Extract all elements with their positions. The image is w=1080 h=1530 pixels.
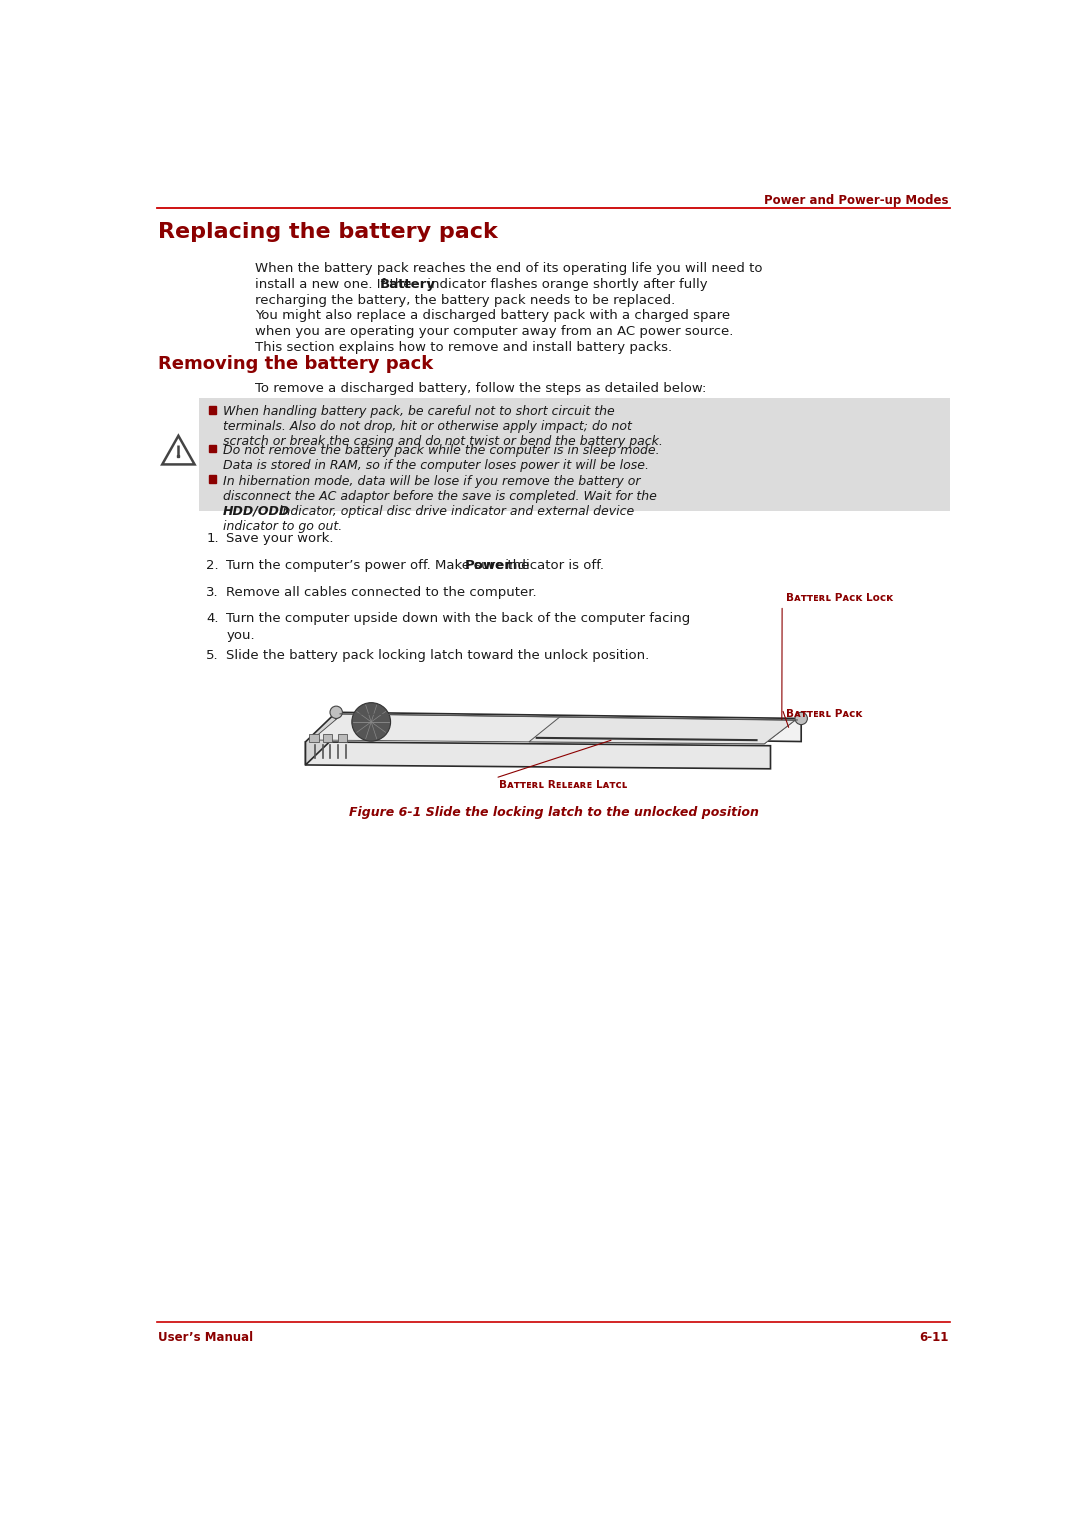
Text: 6-11: 6-11	[919, 1331, 948, 1343]
Text: When handling battery pack, be careful not to short circuit the: When handling battery pack, be careful n…	[222, 405, 615, 418]
Bar	[208, 405, 216, 413]
Polygon shape	[162, 436, 194, 465]
Text: indicator, optical disc drive indicator and external device: indicator, optical disc drive indicator …	[274, 505, 634, 517]
Bar	[208, 445, 216, 453]
Text: 5.: 5.	[206, 649, 219, 661]
Text: Figure 6-1 Slide the locking latch to the unlocked position: Figure 6-1 Slide the locking latch to th…	[349, 806, 758, 819]
Text: Removing the battery pack: Removing the battery pack	[159, 355, 433, 372]
Text: scratch or break the casing and do not twist or bend the battery pack.: scratch or break the casing and do not t…	[222, 436, 662, 448]
Text: Do not remove the battery pack while the computer is in sleep mode.: Do not remove the battery pack while the…	[222, 444, 659, 457]
Text: disconnect the AC adaptor before the save is completed. Wait for the: disconnect the AC adaptor before the sav…	[222, 490, 657, 503]
Text: when you are operating your computer away from an AC power source.: when you are operating your computer awa…	[255, 326, 733, 338]
Text: Power: Power	[464, 558, 512, 572]
Text: indicator to go out.: indicator to go out.	[222, 520, 342, 532]
Text: Slide the battery pack locking latch toward the unlock position.: Slide the battery pack locking latch tow…	[227, 649, 650, 661]
Text: 2.: 2.	[206, 558, 219, 572]
Text: Turn the computer upside down with the back of the computer facing: Turn the computer upside down with the b…	[227, 612, 691, 626]
Bar	[323, 734, 332, 742]
Text: You might also replace a discharged battery pack with a charged spare: You might also replace a discharged batt…	[255, 309, 730, 323]
Circle shape	[795, 713, 808, 725]
Polygon shape	[529, 718, 795, 744]
Text: install a new one. If the: install a new one. If the	[255, 278, 416, 291]
Text: 3.: 3.	[206, 586, 219, 598]
Text: This section explains how to remove and install battery packs.: This section explains how to remove and …	[255, 341, 672, 353]
Text: Save your work.: Save your work.	[227, 531, 334, 545]
Polygon shape	[336, 713, 801, 742]
Text: terminals. Also do not drop, hit or otherwise apply impact; do not: terminals. Also do not drop, hit or othe…	[222, 421, 632, 433]
Text: HDD/ODD: HDD/ODD	[222, 505, 289, 517]
Polygon shape	[306, 713, 336, 765]
Text: To remove a discharged battery, follow the steps as detailed below:: To remove a discharged battery, follow t…	[255, 382, 706, 395]
Circle shape	[330, 707, 342, 719]
Text: User’s Manual: User’s Manual	[159, 1331, 254, 1343]
Bar	[309, 734, 319, 742]
Text: Turn the computer’s power off. Make sure the: Turn the computer’s power off. Make sure…	[227, 558, 535, 572]
Text: In hibernation mode, data will be lose if you remove the battery or: In hibernation mode, data will be lose i…	[222, 474, 640, 488]
Text: Remove all cables connected to the computer.: Remove all cables connected to the compu…	[227, 586, 537, 598]
Text: Bᴀᴛᴛᴇʀʟ Pᴀᴄᴋ: Bᴀᴛᴛᴇʀʟ Pᴀᴄᴋ	[786, 708, 862, 719]
Text: Data is stored in RAM, so if the computer loses power it will be lose.: Data is stored in RAM, so if the compute…	[222, 459, 649, 471]
Text: Battery: Battery	[380, 278, 435, 291]
Bar	[338, 734, 348, 742]
Text: recharging the battery, the battery pack needs to be replaced.: recharging the battery, the battery pack…	[255, 294, 675, 306]
Text: When the battery pack reaches the end of its operating life you will need to: When the battery pack reaches the end of…	[255, 262, 762, 275]
Text: Bᴀᴛᴛᴇʀʟ Rᴇʟᴇᴀʀᴇ Lᴀᴛᴄʟ: Bᴀᴛᴛᴇʀʟ Rᴇʟᴇᴀʀᴇ Lᴀᴛᴄʟ	[499, 780, 627, 791]
Text: 1.: 1.	[206, 531, 219, 545]
Polygon shape	[312, 715, 795, 744]
Text: indicator is off.: indicator is off.	[501, 558, 604, 572]
Circle shape	[352, 702, 391, 741]
Text: Replacing the battery pack: Replacing the battery pack	[159, 222, 498, 242]
FancyBboxPatch shape	[199, 398, 950, 511]
Bar	[208, 476, 216, 483]
Text: Power and Power-up Modes: Power and Power-up Modes	[765, 194, 948, 207]
Polygon shape	[306, 742, 770, 768]
Text: Bᴀᴛᴛᴇʀʟ Pᴀᴄᴋ Lᴏᴄᴋ: Bᴀᴛᴛᴇʀʟ Pᴀᴄᴋ Lᴏᴄᴋ	[786, 594, 893, 603]
Text: you.: you.	[227, 629, 255, 643]
Text: indicator flashes orange shortly after fully: indicator flashes orange shortly after f…	[423, 278, 707, 291]
Text: 4.: 4.	[206, 612, 219, 626]
